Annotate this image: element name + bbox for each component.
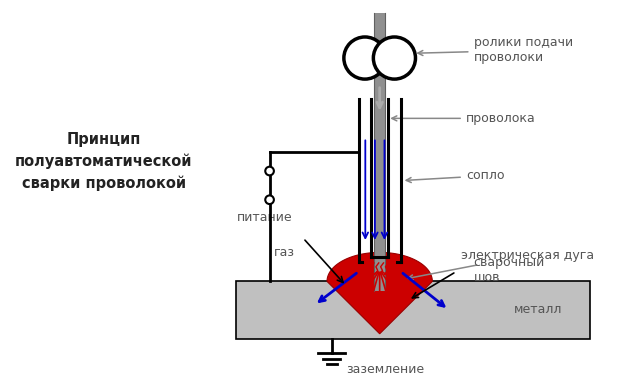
Text: металл: металл (513, 303, 562, 316)
Bar (374, 13, 386, 291)
Circle shape (374, 37, 415, 79)
Text: электрическая дуга: электрическая дуга (408, 249, 594, 280)
Text: газ: газ (273, 246, 294, 259)
Circle shape (265, 167, 274, 175)
Circle shape (344, 37, 386, 79)
Text: сварочный
шов: сварочный шов (474, 256, 545, 284)
Circle shape (265, 196, 274, 204)
Polygon shape (327, 253, 432, 334)
Bar (236, 281, 590, 339)
Text: сопло: сопло (406, 169, 505, 182)
Text: заземление: заземление (346, 363, 424, 376)
Text: проволока: проволока (392, 112, 536, 125)
Text: питание: питание (237, 211, 292, 224)
Text: ролики подачи
проволоки: ролики подачи проволоки (418, 36, 573, 64)
Text: Принцип
полуавтоматической
сварки проволокой: Принцип полуавтоматической сварки провол… (15, 132, 193, 191)
